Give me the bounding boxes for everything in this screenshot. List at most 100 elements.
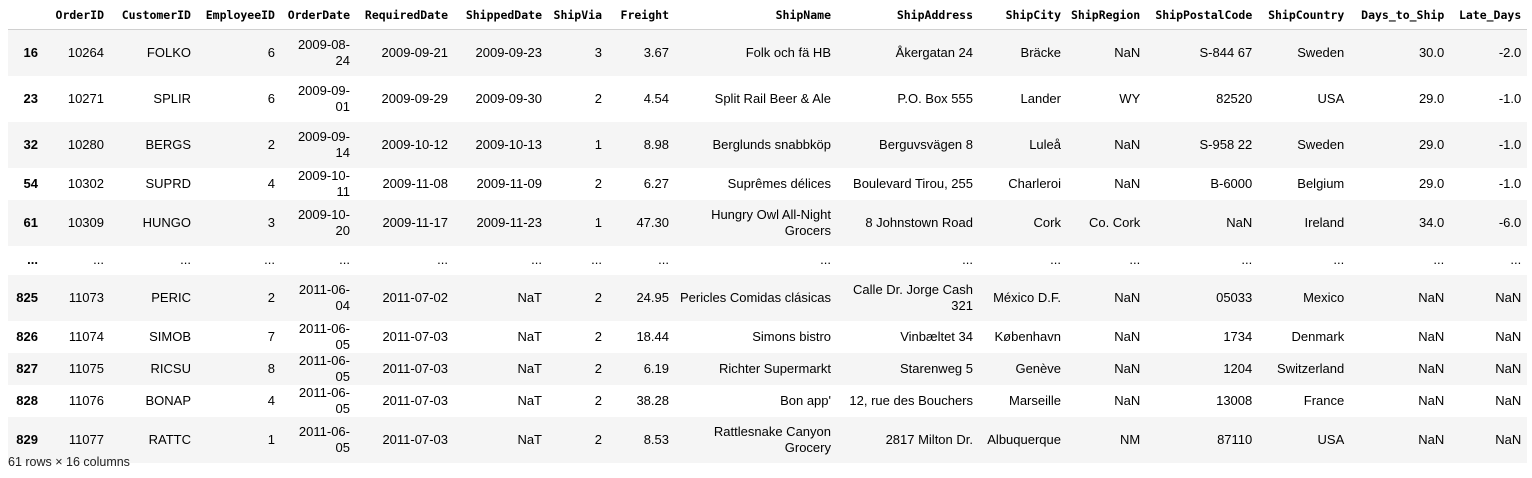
table-cell: 1204 bbox=[1223, 360, 1253, 376]
table-cell: ... bbox=[658, 252, 669, 267]
table-cell: Albuquerque bbox=[987, 431, 1061, 447]
table-cell: NaN bbox=[1114, 289, 1141, 305]
table-cell: P.O. Box 555 bbox=[897, 90, 973, 106]
table-cell: B-6000 bbox=[1210, 175, 1253, 191]
table-cell: 1 bbox=[594, 136, 602, 152]
table-row: 826 11074 SIMOB 7 2011-06-05 2011-07-03 NaT 2 18… bbox=[8, 321, 1527, 353]
table-cell: København bbox=[994, 328, 1062, 344]
row-index: 23 bbox=[23, 90, 38, 106]
table-cell: 2009-09-01 bbox=[297, 82, 350, 114]
ellipsis-row: ........................................… bbox=[8, 246, 1527, 275]
table-cell: 30.0 bbox=[1418, 44, 1445, 60]
table-cell: 2 bbox=[267, 289, 275, 305]
table-row: 828 11076 BONAP 4 2011-06-05 2011-07-03 NaT 2 38… bbox=[8, 385, 1527, 417]
row-index: 54 bbox=[23, 175, 38, 191]
table-cell: Åkergatan 24 bbox=[895, 44, 973, 60]
table-cell: Cork bbox=[1033, 214, 1061, 230]
table-cell: NM bbox=[1120, 431, 1141, 447]
table-cell: NaT bbox=[517, 328, 542, 344]
row-index: 16 bbox=[23, 44, 38, 60]
table-cell: 11075 bbox=[68, 360, 104, 376]
table-cell: Pericles Comidas clásicas bbox=[680, 289, 831, 305]
table-cell: USA bbox=[1317, 90, 1345, 106]
table-cell: 11073 bbox=[68, 289, 104, 305]
table-cell: 47.30 bbox=[636, 214, 669, 230]
table-cell: SIMOB bbox=[149, 328, 191, 344]
table-row: 23 10271 SPLIR 6 2009-09-01 2009-09-29 2009-09… bbox=[8, 76, 1527, 122]
table-cell: 2009-10-12 bbox=[381, 136, 449, 152]
table-cell: 2009-11-08 bbox=[382, 175, 448, 191]
table-cell: ... bbox=[1050, 252, 1061, 267]
dataframe-container: OrderID CustomerID EmployeeID OrderDate Requ… bbox=[8, 0, 1528, 463]
table-cell: 1 bbox=[267, 431, 275, 447]
table-cell: -6.0 bbox=[1498, 214, 1522, 230]
table-cell: 2011-06-05 bbox=[298, 423, 350, 455]
table-cell: 10302 bbox=[67, 175, 104, 191]
table-cell: ... bbox=[180, 252, 191, 267]
table-cell: 2 bbox=[594, 328, 602, 344]
table-cell: 05033 bbox=[1216, 289, 1253, 305]
shape-summary: 61 rows × 16 columns bbox=[8, 455, 130, 469]
table-cell: 2009-09-30 bbox=[475, 90, 543, 106]
table-cell: Vinbæltet 34 bbox=[900, 328, 973, 344]
table-cell: 2 bbox=[267, 136, 275, 152]
table-cell: 10264 bbox=[67, 44, 104, 60]
table-cell: 8 Johnstown Road bbox=[865, 214, 973, 230]
table-cell: 11077 bbox=[68, 431, 104, 447]
table-cell: Charleroi bbox=[1008, 175, 1061, 191]
table-cell: Denmark bbox=[1291, 328, 1345, 344]
table-cell: RICSU bbox=[150, 360, 191, 376]
table-cell: 7 bbox=[267, 328, 275, 344]
row-index: 61 bbox=[23, 214, 38, 230]
table-cell: Lander bbox=[1020, 90, 1061, 106]
table-cell: ... bbox=[1433, 252, 1445, 267]
table-cell: 4 bbox=[267, 175, 275, 191]
row-index: ... bbox=[27, 252, 38, 267]
table-cell: 2011-07-03 bbox=[382, 360, 448, 376]
row-index: 32 bbox=[23, 136, 38, 152]
table-cell: 38.28 bbox=[636, 392, 669, 408]
table-cell: 2 bbox=[594, 431, 602, 447]
table-cell: NaT bbox=[517, 289, 542, 305]
table-cell: NaN bbox=[1418, 289, 1445, 305]
table-cell: NaN bbox=[1418, 392, 1445, 408]
table-cell: 4.54 bbox=[643, 90, 669, 106]
table-cell: HUNGO bbox=[142, 214, 191, 230]
table-cell: 3.67 bbox=[643, 44, 669, 60]
column-header: ShipVia bbox=[548, 0, 608, 30]
table-cell: FOLKO bbox=[146, 44, 191, 60]
table-cell: Marseille bbox=[1008, 392, 1061, 408]
row-index: 826 bbox=[16, 328, 38, 344]
table-row: 16 10264 FOLKO 6 2009-08-24 2009-09-21 2009-09… bbox=[8, 29, 1528, 76]
table-cell: 1 bbox=[594, 214, 602, 230]
table-cell: 3 bbox=[594, 44, 602, 60]
table-cell: 8 bbox=[267, 360, 275, 376]
index-header bbox=[8, 0, 44, 30]
table-row: 61 10309 HUNGO 3 2009-10-20 2009-11-17 2009-11… bbox=[8, 199, 1528, 246]
table-cell: Hungry Owl All-Night Grocers bbox=[711, 206, 831, 238]
table-cell: 11076 bbox=[68, 392, 104, 408]
table-cell: Bon app' bbox=[780, 392, 831, 408]
table-cell: 2011-06-05 bbox=[298, 320, 350, 352]
table-cell: ... bbox=[962, 252, 973, 267]
row-index: 829 bbox=[16, 431, 38, 447]
table-cell: SUPRD bbox=[145, 175, 191, 191]
table-cell: 2009-09-14 bbox=[297, 128, 350, 160]
table-cell: Mexico bbox=[1303, 289, 1345, 305]
table-cell: NaN bbox=[1495, 328, 1522, 344]
table-cell: NaT bbox=[517, 392, 542, 408]
table-row: 32 10280 BERGS 2 2009-09-14 2009-10-12 2009-10… bbox=[8, 121, 1528, 168]
table-cell: 2009-11-09 bbox=[476, 175, 542, 191]
table-cell: NaN bbox=[1114, 44, 1141, 60]
table-cell: 2 bbox=[594, 175, 602, 191]
table-cell: 2009-09-29 bbox=[381, 90, 449, 106]
table-cell: 2009-09-23 bbox=[475, 44, 543, 60]
table-cell: 6.19 bbox=[643, 360, 669, 376]
table-cell: NaN bbox=[1114, 175, 1141, 191]
table-cell: 10309 bbox=[67, 214, 104, 230]
table-cell: 2 bbox=[594, 90, 602, 106]
table-cell: NaN bbox=[1114, 392, 1141, 408]
table-cell: Genève bbox=[1015, 360, 1061, 376]
table-cell: Switzerland bbox=[1277, 360, 1345, 376]
row-index: 827 bbox=[16, 360, 38, 376]
